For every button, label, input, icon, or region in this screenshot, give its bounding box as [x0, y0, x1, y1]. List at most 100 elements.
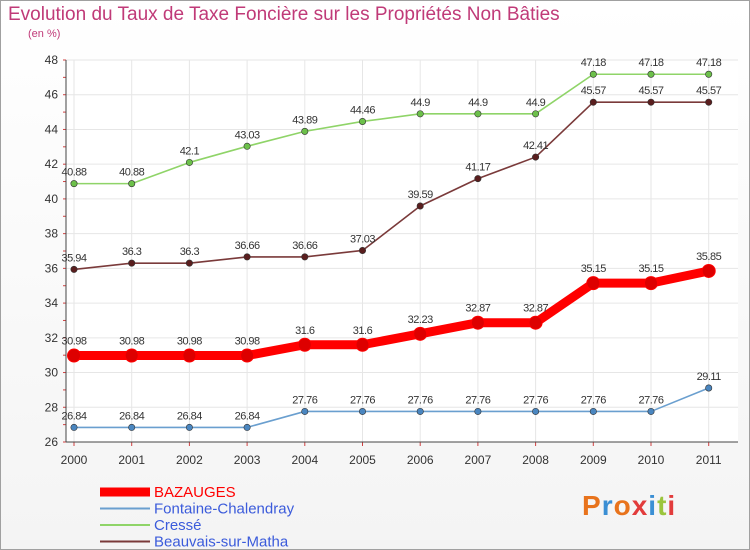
data-label: 26.84	[61, 410, 86, 422]
data-point	[474, 407, 482, 415]
data-point	[474, 175, 482, 183]
data-label: 26.84	[119, 410, 144, 422]
data-point	[701, 263, 716, 278]
logo-letter: P	[582, 490, 602, 521]
data-label: 43.89	[292, 114, 317, 126]
data-point	[124, 348, 139, 363]
data-point	[647, 70, 655, 78]
data-point	[182, 348, 197, 363]
logo-letter: o	[613, 490, 632, 521]
data-point	[301, 127, 309, 135]
x-tick-label: 2009	[580, 453, 607, 467]
data-label: 32.23	[408, 314, 433, 326]
data-label: 44.9	[468, 97, 488, 109]
data-point	[589, 70, 597, 78]
data-point	[532, 153, 540, 161]
plot-area	[66, 60, 738, 442]
y-tick-label: 48	[45, 53, 59, 67]
x-tick-label: 2010	[638, 453, 665, 467]
y-tick-label: 38	[45, 227, 59, 241]
chart-title: Evolution du Taux de Taxe Foncière sur l…	[8, 4, 560, 25]
data-point	[705, 384, 713, 392]
data-label: 40.88	[119, 167, 144, 179]
logo-letter: x	[631, 490, 649, 521]
data-point	[358, 117, 366, 125]
y-tick-label: 26	[45, 435, 59, 449]
data-point	[647, 407, 655, 415]
data-point	[128, 180, 136, 188]
x-tick-label: 2003	[234, 453, 261, 467]
data-point	[67, 348, 81, 363]
data-label: 47.18	[696, 57, 721, 69]
data-label: 37.03	[350, 233, 375, 245]
data-point	[416, 110, 424, 118]
data-label: 44.46	[350, 104, 375, 116]
data-label: 35.94	[61, 252, 86, 264]
y-tick-label: 40	[45, 192, 59, 206]
data-label: 45.57	[638, 85, 663, 97]
x-tick-label: 2005	[349, 453, 376, 467]
data-point	[355, 337, 370, 352]
data-label: 27.76	[638, 394, 663, 406]
legend-label: Fontaine-Chalendray	[154, 501, 295, 518]
data-label: 35.15	[581, 263, 606, 275]
legend-label: BAZAUGES	[154, 484, 236, 501]
logo-letter: i	[648, 490, 658, 521]
series-line-bazauges	[74, 266, 710, 361]
data-label: 29.11	[697, 371, 722, 383]
data-point	[70, 180, 78, 188]
data-point	[589, 407, 597, 415]
data-label: 26.84	[177, 410, 202, 422]
data-label: 39.59	[408, 189, 433, 201]
data-label: 44.9	[526, 97, 546, 109]
data-label: 36.3	[122, 246, 142, 258]
data-point	[416, 407, 424, 415]
data-label: 36.3	[180, 246, 200, 258]
series-line-beauvais-sur-matha	[73, 101, 709, 271]
y-axis-unit: (en %)	[28, 28, 61, 40]
data-point	[243, 142, 251, 150]
data-point	[705, 70, 713, 78]
data-point	[243, 253, 251, 261]
series-lines	[67, 70, 716, 431]
data-label: 26.84	[235, 410, 260, 422]
data-point	[589, 98, 597, 106]
data-label: 36.66	[292, 240, 317, 252]
x-tick-label: 2001	[118, 453, 145, 467]
data-point	[243, 423, 251, 431]
data-label: 30.98	[177, 336, 202, 348]
x-tick-label: 2006	[407, 453, 434, 467]
data-point	[586, 276, 601, 291]
data-label: 42.41	[523, 140, 548, 152]
data-point	[358, 246, 366, 254]
data-label: 30.98	[61, 336, 86, 348]
data-label: 32.87	[523, 303, 548, 315]
data-point	[128, 423, 136, 431]
data-point	[297, 337, 312, 352]
data-point	[185, 423, 193, 431]
data-label: 30.98	[235, 336, 260, 348]
proxiti-logo: Proxiti	[582, 490, 676, 522]
data-label: 47.18	[638, 57, 663, 69]
logo-letter: r	[601, 490, 614, 521]
data-label: 32.87	[465, 303, 490, 315]
data-label: 31.6	[295, 325, 315, 337]
data-point	[70, 265, 78, 273]
y-tick-label: 36	[45, 261, 59, 275]
data-point	[185, 259, 193, 267]
data-point	[528, 315, 543, 330]
data-point	[240, 348, 255, 363]
data-point	[705, 98, 713, 106]
legend: BAZAUGESFontaine-ChalendrayCresséBeauvai…	[100, 484, 295, 550]
legend-label: Cressé	[154, 517, 202, 534]
data-point	[301, 253, 309, 261]
y-tick-label: 32	[45, 331, 59, 345]
data-point	[128, 259, 136, 267]
series-line-cress-	[74, 73, 709, 185]
legend-label: Beauvais-sur-Matha	[154, 534, 289, 550]
data-label: 31.6	[353, 325, 373, 337]
x-tick-label: 2008	[522, 453, 549, 467]
data-point	[644, 276, 658, 291]
axes: 26 28 30 32 34 36 38 40 42 44 46 48 2000 2001 2002 2003…	[45, 53, 738, 467]
x-tick-label: 2007	[465, 453, 492, 467]
